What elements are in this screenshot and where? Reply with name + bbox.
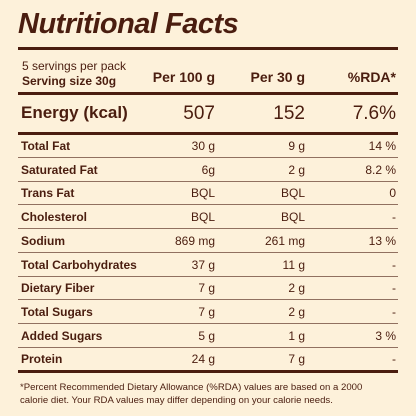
row-value: 13 % — [368, 233, 396, 248]
row-label: Added Sugars — [21, 328, 103, 343]
row-label: Saturated Fat — [21, 162, 98, 177]
row-value: 7 g — [198, 304, 215, 319]
row-divider — [18, 322, 398, 324]
serving-size: Serving size 30g — [22, 74, 117, 88]
row-value: 869 mg — [174, 233, 215, 248]
row-value: 2 g — [288, 281, 305, 296]
footnote: calorie diet. Your RDA values may differ… — [20, 395, 333, 406]
column-header: %RDA* — [347, 69, 396, 85]
row-value: 261 mg — [264, 233, 305, 248]
row-divider — [18, 228, 398, 230]
row-value: 7 g — [198, 281, 215, 296]
divider — [18, 132, 398, 135]
row-value: 14 % — [368, 139, 396, 153]
row-label: Dietary Fiber — [21, 281, 95, 296]
row-divider — [18, 157, 398, 158]
divider — [18, 92, 398, 95]
row-value: - — [392, 352, 396, 367]
row-value: 1 g — [288, 328, 305, 343]
row-value: 30 g — [191, 139, 215, 153]
row-value: 24 g — [191, 352, 215, 367]
row-value: - — [392, 210, 396, 225]
column-header: Per 30 g — [250, 69, 305, 85]
row-label: Total Carbohydrates — [21, 257, 137, 272]
row-label: Sodium — [21, 233, 65, 248]
divider — [18, 370, 398, 373]
row-value: BQL — [280, 210, 305, 225]
row-divider — [18, 251, 398, 253]
row-value: - — [392, 304, 396, 319]
row-value: BQL — [190, 186, 215, 201]
row-label: Total Fat — [21, 139, 71, 153]
energy-label: Energy (kcal) — [21, 103, 128, 122]
column-header: Per 100 g — [152, 69, 215, 85]
row-label: Total Sugars — [21, 304, 93, 319]
row-label: Trans Fat — [21, 186, 75, 201]
row-divider — [18, 299, 398, 301]
footnote: *Percent Recommended Dietary Allowance (… — [20, 382, 363, 393]
title: Nutritional Facts — [18, 8, 239, 40]
row-divider — [18, 180, 398, 182]
row-divider — [18, 346, 398, 348]
row-value: 3 % — [375, 328, 396, 343]
energy-value: 152 — [273, 103, 305, 124]
row-divider — [18, 204, 398, 206]
row-value: BQL — [190, 210, 215, 225]
energy-value: 7.6% — [352, 103, 396, 124]
row-value: - — [392, 281, 396, 296]
row-value: 2 g — [288, 304, 305, 319]
energy-value: 507 — [183, 103, 215, 124]
row-value: 9 g — [288, 139, 305, 153]
row-value: - — [392, 257, 396, 272]
divider — [18, 47, 398, 50]
row-divider — [18, 275, 398, 277]
row-value: 11 g — [282, 257, 305, 272]
row-value: 8.2 % — [365, 162, 396, 177]
row-value: BQL — [280, 186, 305, 201]
row-value: 5 g — [198, 328, 215, 343]
servings: 5 servings per pack — [22, 59, 127, 73]
row-value: 2 g — [288, 162, 305, 177]
row-label: Cholesterol — [21, 210, 88, 225]
row-label: Protein — [21, 352, 63, 367]
row-value: 6g — [201, 162, 215, 177]
row-value: 37 g — [191, 257, 215, 272]
row-value: 7 g — [288, 352, 305, 367]
row-value: 0 — [389, 186, 396, 201]
